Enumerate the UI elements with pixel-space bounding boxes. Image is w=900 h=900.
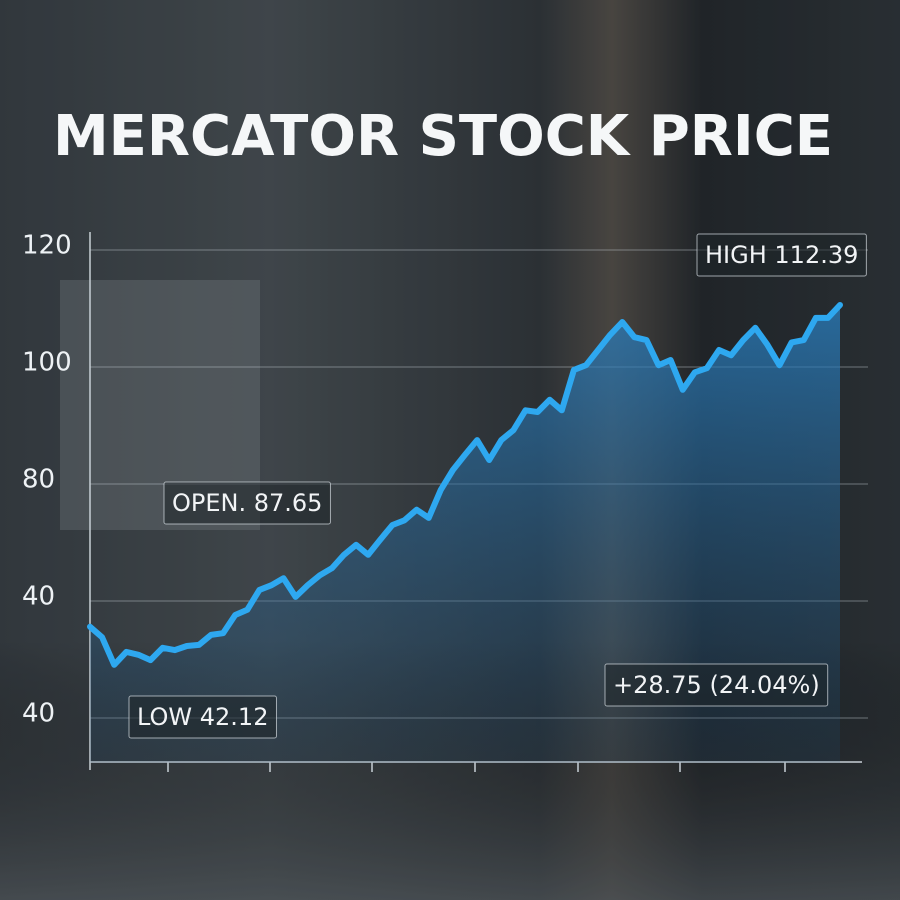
y-tick-label: 40 <box>22 582 55 612</box>
annotation-box <box>128 695 277 739</box>
y-tick-label: 100 <box>22 348 72 378</box>
annotation: LOW 42.12 <box>137 703 268 731</box>
annotation-box <box>163 481 331 525</box>
annotation: HIGH 112.39 <box>705 241 858 269</box>
plot: 120 100 80 40 40 <box>22 231 868 763</box>
y-tick-label: 120 <box>22 231 72 261</box>
annotation: OPEN. 87.65 <box>172 489 322 517</box>
price-line <box>87 302 843 668</box>
x-ticks <box>167 762 786 772</box>
annotations: HIGH 112.39 OPEN. 87.65 LOW 42.12 +28.75 (2… <box>128 233 867 739</box>
area <box>90 305 840 763</box>
annotation: +28.75 (24.04%) <box>613 671 820 699</box>
y-tick-label: 40 <box>22 699 55 729</box>
chart-title: MERCATOR STOCK PRICE <box>53 104 833 169</box>
annotation-box <box>696 233 867 277</box>
annotation-box <box>604 663 829 707</box>
y-tick-label: 80 <box>22 465 55 495</box>
